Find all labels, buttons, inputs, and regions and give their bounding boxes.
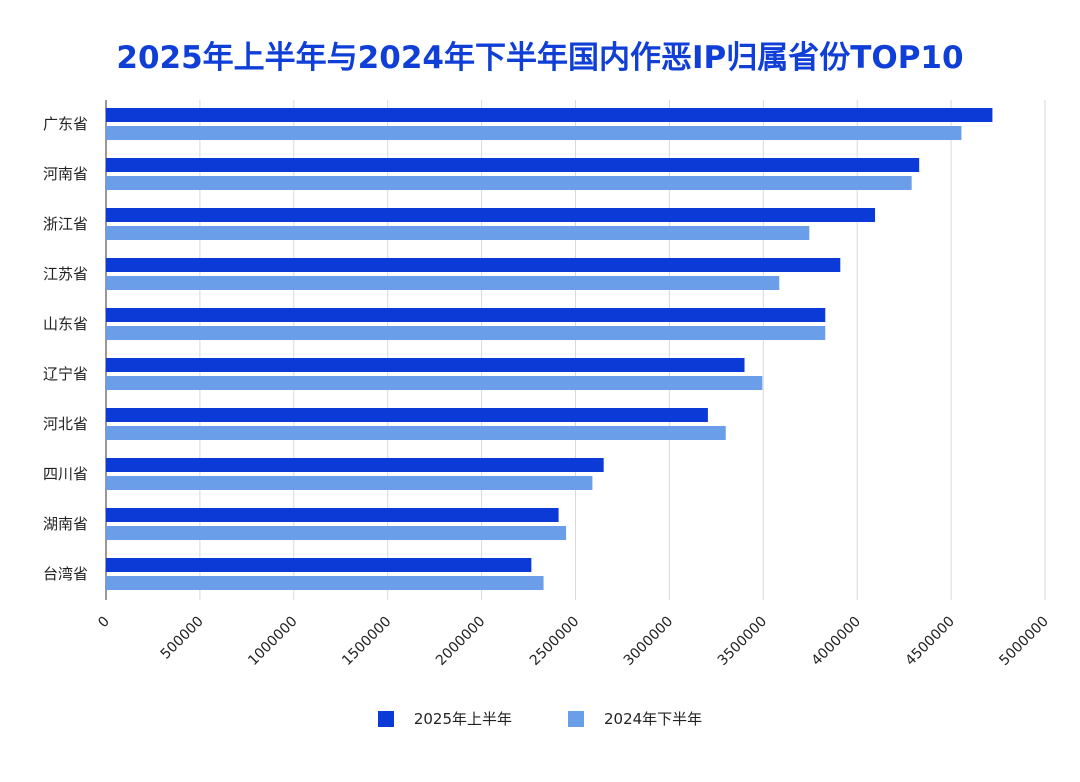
- x-tick-label: 4500000: [903, 614, 958, 669]
- bar-2024h2-4[interactable]: [106, 326, 826, 340]
- bar-2025h1-0[interactable]: [106, 108, 993, 122]
- chart-title: 2025年上半年与2024年下半年国内作恶IP归属省份TOP10: [116, 40, 964, 76]
- bar-2025h1-7[interactable]: [106, 458, 604, 472]
- bar-2025h1-9[interactable]: [106, 558, 532, 572]
- bar-2024h2-3[interactable]: [106, 276, 780, 290]
- category-label: 辽宁省: [43, 365, 88, 383]
- bar-2024h2-6[interactable]: [106, 426, 726, 440]
- x-tick-labels: 0 500000 1000000 1500000 2000000 2500000 30000…: [95, 614, 1052, 669]
- category-label: 江苏省: [43, 265, 88, 283]
- legend: 2025年上半年 2024年下半年: [0, 708, 1080, 729]
- bar-2024h2-2[interactable]: [106, 226, 810, 240]
- x-tick-label: 2000000: [433, 614, 488, 669]
- bar-2024h2-5[interactable]: [106, 376, 763, 390]
- legend-swatch-2024: [568, 710, 584, 727]
- x-tick-label: 0: [95, 614, 113, 632]
- bar-2024h2-0[interactable]: [106, 126, 962, 140]
- category-label: 山东省: [43, 315, 88, 333]
- legend-item-2024[interactable]: 2024年下半年: [568, 708, 702, 729]
- category-label: 湖南省: [43, 515, 88, 533]
- legend-label-2024: 2024年下半年: [604, 710, 703, 728]
- bar-2024h2-1[interactable]: [106, 176, 912, 190]
- bar-2025h1-1[interactable]: [106, 158, 920, 172]
- category-label: 浙江省: [43, 215, 88, 233]
- bar-2024h2-7[interactable]: [106, 476, 593, 490]
- bar-2025h1-4[interactable]: [106, 308, 826, 322]
- x-tick-label: 500000: [158, 614, 207, 663]
- x-tick-label: 5000000: [996, 614, 1051, 669]
- x-tick-label: 2500000: [527, 614, 582, 669]
- bar-2025h1-6[interactable]: [106, 408, 708, 422]
- bar-2025h1-8[interactable]: [106, 508, 559, 522]
- x-tick-label: 3000000: [621, 614, 676, 669]
- bar-2025h1-3[interactable]: [106, 258, 841, 272]
- bar-2024h2-9[interactable]: [106, 576, 544, 590]
- x-tick-label: 4000000: [809, 614, 864, 669]
- bars: [106, 108, 993, 590]
- x-tick-label: 1000000: [245, 614, 300, 669]
- category-label: 河南省: [43, 165, 88, 183]
- bar-2025h1-2[interactable]: [106, 208, 876, 222]
- x-tick-label: 1500000: [339, 614, 394, 669]
- bar-2024h2-8[interactable]: [106, 526, 567, 540]
- x-tick-label: 3500000: [715, 614, 770, 669]
- legend-item-2025[interactable]: 2025年上半年: [377, 708, 512, 729]
- category-label: 四川省: [43, 465, 88, 483]
- gridlines: [105, 100, 1046, 600]
- category-label: 台湾省: [43, 565, 88, 583]
- legend-swatch-2025: [377, 710, 394, 727]
- bar-2025h1-5[interactable]: [106, 358, 745, 372]
- category-label: 广东省: [43, 115, 88, 133]
- legend-label-2025: 2025年上半年: [413, 710, 512, 728]
- category-label: 河北省: [43, 415, 88, 433]
